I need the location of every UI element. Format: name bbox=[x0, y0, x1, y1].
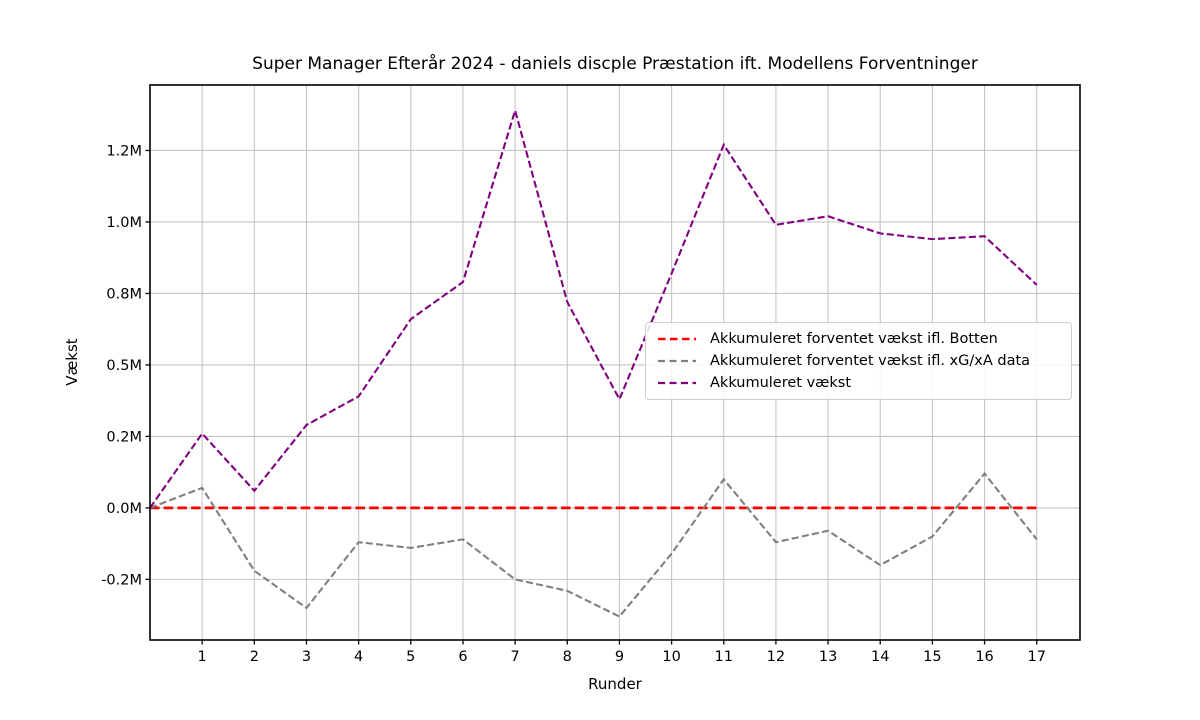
x-tick-label: 17 bbox=[1027, 649, 1045, 665]
x-axis-label: Runder bbox=[588, 675, 642, 693]
legend-dash-sample-red bbox=[658, 337, 696, 341]
x-tick-label: 9 bbox=[615, 649, 624, 665]
x-tick-label: 2 bbox=[250, 649, 259, 665]
y-tick-label: 0.0M bbox=[106, 501, 142, 517]
x-tick-label: 16 bbox=[975, 649, 993, 665]
x-tick-label: 5 bbox=[406, 649, 415, 665]
x-tick-label: 15 bbox=[923, 649, 941, 665]
x-tick-label: 12 bbox=[767, 649, 785, 665]
x-tick-label: 7 bbox=[510, 649, 519, 665]
x-tick-label: 1 bbox=[198, 649, 207, 665]
plot-border bbox=[149, 84, 1081, 641]
legend-dash-sample-gray bbox=[658, 359, 696, 363]
y-tick-label: 0.2M bbox=[106, 429, 142, 445]
x-tick-label: 13 bbox=[819, 649, 837, 665]
x-tick-label: 6 bbox=[458, 649, 467, 665]
y-tick-label: 1.2M bbox=[106, 143, 142, 159]
series-line-1 bbox=[149, 471, 1038, 618]
y-tick-label: 1.0M bbox=[106, 215, 142, 231]
y-tick-label: -0.2M bbox=[101, 572, 142, 588]
x-tick-label: 14 bbox=[871, 649, 889, 665]
x-tick-label: 8 bbox=[563, 649, 572, 665]
legend-item: Akkumuleret forventet vækst ifl. xG/xA d… bbox=[656, 353, 1061, 369]
series-line-2 bbox=[149, 106, 1038, 509]
legend-item: Akkumuleret vækst bbox=[656, 375, 1061, 391]
chart-title: Super Manager Efterår 2024 - daniels dis… bbox=[252, 54, 978, 74]
legend-item-label: Akkumuleret vækst bbox=[710, 375, 852, 391]
legend: Akkumuleret forventet vækst ifl. Botten … bbox=[645, 322, 1072, 400]
x-tick-label: 3 bbox=[302, 649, 311, 665]
legend-item-label: Akkumuleret forventet vækst ifl. xG/xA d… bbox=[710, 353, 1031, 369]
legend-item: Akkumuleret forventet vækst ifl. Botten bbox=[656, 331, 1061, 347]
x-tick-label: 4 bbox=[354, 649, 363, 665]
y-tick-label: 0.8M bbox=[106, 286, 142, 302]
legend-dash-sample-purple bbox=[658, 381, 696, 385]
x-tick-label: 10 bbox=[662, 649, 680, 665]
y-tick-label: 0.5M bbox=[106, 358, 142, 374]
legend-item-label: Akkumuleret forventet vækst ifl. Botten bbox=[710, 331, 998, 347]
x-tick-label: 11 bbox=[715, 649, 733, 665]
